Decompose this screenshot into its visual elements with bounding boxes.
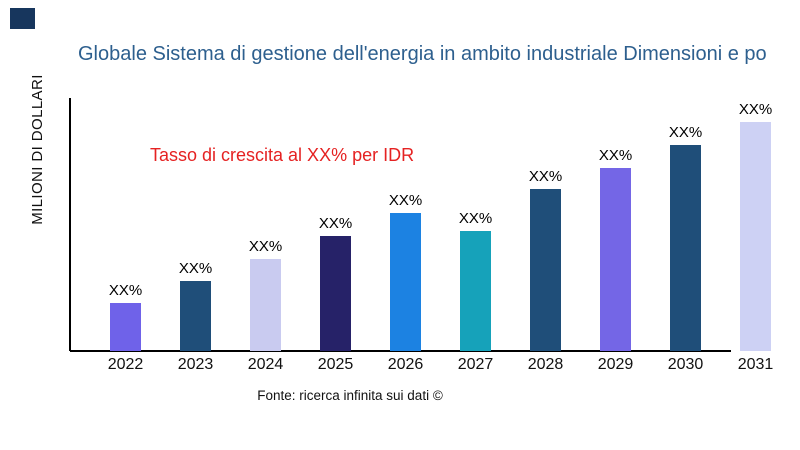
bar-value-label-2027: XX% bbox=[458, 210, 493, 227]
growth-rate-annotation: Tasso di crescita al XX% per IDR bbox=[150, 145, 415, 165]
x-tick-2028: 2028 bbox=[527, 356, 564, 373]
brand-logo-square bbox=[10, 8, 35, 29]
bar-2030 bbox=[670, 145, 701, 351]
bar-2031 bbox=[740, 122, 771, 351]
x-tick-2031: 2031 bbox=[737, 356, 774, 373]
bar-2025 bbox=[320, 236, 351, 351]
bar-2028 bbox=[530, 189, 561, 351]
bar-value-label-2029: XX% bbox=[598, 147, 633, 164]
x-tick-2025: 2025 bbox=[317, 356, 354, 373]
bar-2024 bbox=[250, 259, 281, 351]
bar-2027 bbox=[460, 231, 491, 351]
x-tick-2030: 2030 bbox=[667, 356, 704, 373]
bar-value-label-2022: XX% bbox=[108, 282, 143, 299]
bar-value-label-2025: XX% bbox=[318, 215, 353, 232]
y-axis-line bbox=[69, 98, 71, 351]
x-tick-2026: 2026 bbox=[387, 356, 424, 373]
chart-title: Globale Sistema di gestione dell'energia… bbox=[78, 43, 767, 65]
source-caption: Fonte: ricerca infinita sui dati © bbox=[257, 388, 443, 403]
bar-value-label-2031: XX% bbox=[738, 101, 773, 118]
bar-value-label-2028: XX% bbox=[528, 168, 563, 185]
bar-value-label-2026: XX% bbox=[388, 192, 423, 209]
x-tick-2027: 2027 bbox=[457, 356, 494, 373]
bar-value-label-2024: XX% bbox=[248, 238, 283, 255]
y-axis-label: MILIONI DI DOLLARI bbox=[29, 74, 46, 225]
x-tick-2024: 2024 bbox=[247, 356, 284, 373]
bar-2029 bbox=[600, 168, 631, 351]
x-tick-2029: 2029 bbox=[597, 356, 634, 373]
x-tick-2023: 2023 bbox=[177, 356, 214, 373]
bar-2023 bbox=[180, 281, 211, 351]
bar-2026 bbox=[390, 213, 421, 351]
bar-2022 bbox=[110, 303, 141, 351]
bar-value-label-2030: XX% bbox=[668, 124, 703, 141]
x-tick-2022: 2022 bbox=[107, 356, 144, 373]
x-axis-line bbox=[70, 350, 731, 352]
bar-value-label-2023: XX% bbox=[178, 260, 213, 277]
